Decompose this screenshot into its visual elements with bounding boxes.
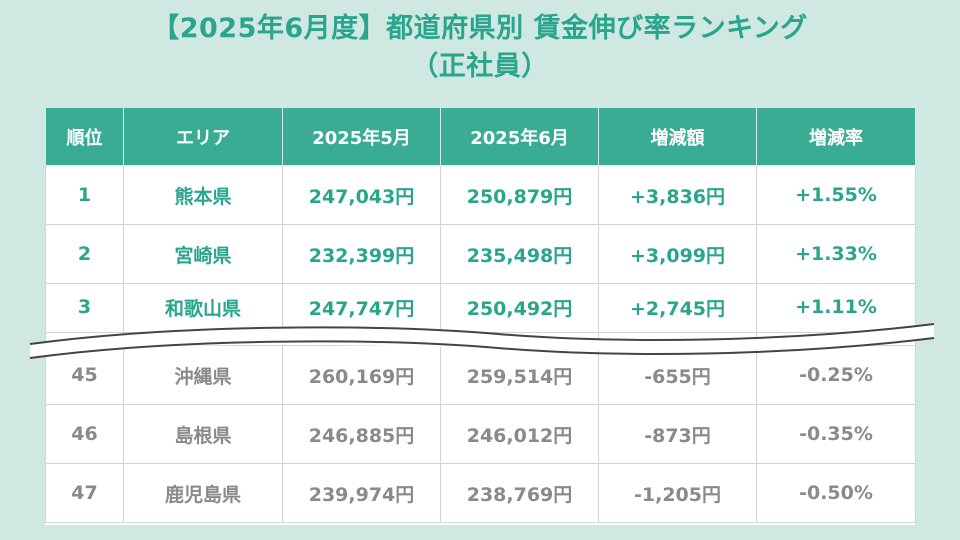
table-row: 47 鹿児島県 239,974円 238,769円 -1,205円 -0.50% [45, 463, 916, 523]
rank-cell: 3 [45, 283, 124, 333]
change-amount-cell: +3,836円 [598, 165, 757, 225]
header-row: 順位 エリア 2025年5月 2025年6月 増減額 増減率 [45, 107, 916, 166]
change-amount-cell: -1,205円 [598, 463, 757, 523]
header-change-amount: 増減額 [598, 107, 757, 166]
may-cell: 260,169円 [282, 345, 441, 405]
table-row: 3 和歌山県 247,747円 250,492円 +2,745円 +1.11% [45, 283, 916, 333]
header-area: エリア [123, 107, 283, 166]
page-title: 【2025年6月度】都道府県別 賃金伸び率ランキング （正社員） [0, 10, 960, 86]
may-cell: 246,885円 [282, 404, 441, 464]
rank-cell: 1 [45, 165, 124, 225]
title-line-1: 【2025年6月度】都道府県別 賃金伸び率ランキング [152, 13, 808, 44]
rank-cell: 2 [45, 224, 124, 284]
header-june: 2025年6月 [440, 107, 599, 166]
may-cell: 232,399円 [282, 224, 441, 284]
area-cell: 宮崎県 [123, 224, 283, 284]
area-cell: 島根県 [123, 404, 283, 464]
area-cell: 熊本県 [123, 165, 283, 225]
table-row: 2 宮崎県 232,399円 235,498円 +3,099円 +1.33% [45, 224, 916, 284]
june-cell: 235,498円 [440, 224, 599, 284]
rank-cell: 47 [45, 463, 124, 523]
change-rate-cell: -0.35% [756, 404, 916, 464]
change-rate-cell: +1.11% [756, 283, 916, 333]
table-row: 1 熊本県 247,043円 250,879円 +3,836円 +1.55% [45, 165, 916, 225]
header-may: 2025年5月 [282, 107, 441, 166]
wave-line-top [29, 323, 935, 345]
header-rank: 順位 [45, 107, 124, 166]
ranking-table: 順位 エリア 2025年5月 2025年6月 増減額 増減率 1 熊本県 247… [45, 107, 916, 525]
june-cell: 250,879円 [440, 165, 599, 225]
change-rate-cell: +1.55% [756, 165, 916, 225]
title-line-2: （正社員） [411, 51, 549, 82]
rank-cell: 46 [45, 404, 124, 464]
may-cell: 239,974円 [282, 463, 441, 523]
wave-line-bottom [29, 337, 935, 359]
change-rate-cell: -0.50% [756, 463, 916, 523]
change-rate-cell: -0.25% [756, 345, 916, 405]
change-amount-cell: -873円 [598, 404, 757, 464]
june-cell: 246,012円 [440, 404, 599, 464]
area-cell: 沖縄県 [123, 345, 283, 405]
area-cell: 和歌山県 [123, 283, 283, 333]
table-row: 45 沖縄県 260,169円 259,514円 -655円 -0.25% [45, 345, 916, 405]
table-break-wave [29, 323, 935, 359]
change-rate-cell: +1.33% [756, 224, 916, 284]
table-row: 46 島根県 246,885円 246,012円 -873円 -0.35% [45, 404, 916, 464]
june-cell: 250,492円 [440, 283, 599, 333]
may-cell: 247,043円 [282, 165, 441, 225]
area-cell: 鹿児島県 [123, 463, 283, 523]
june-cell: 238,769円 [440, 463, 599, 523]
header-change-rate: 増減率 [756, 107, 916, 166]
change-amount-cell: +3,099円 [598, 224, 757, 284]
